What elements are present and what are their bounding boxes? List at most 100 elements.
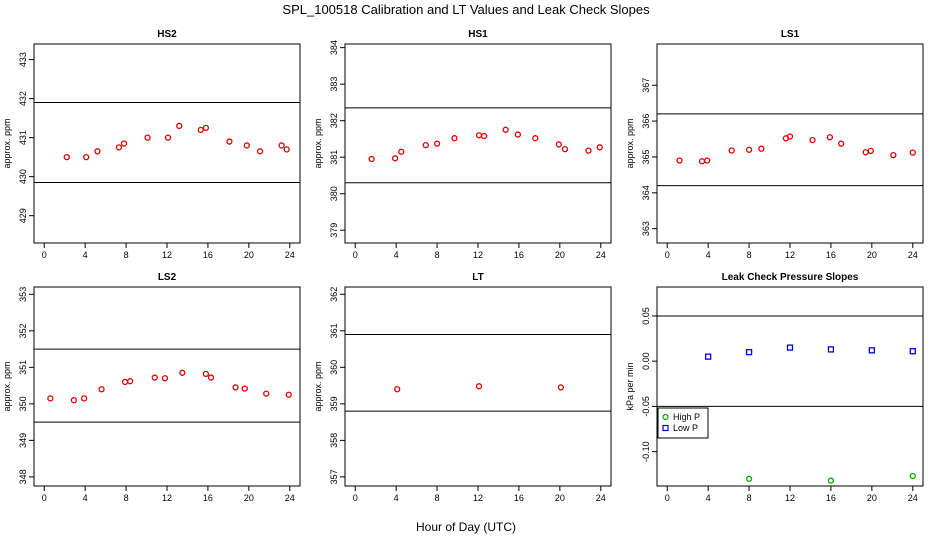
y-tick-label: 362 <box>329 287 339 302</box>
figure-title: SPL_100518 Calibration and LT Values and… <box>282 2 650 17</box>
x-tick-label: 12 <box>473 250 483 260</box>
y-tick-label: 433 <box>18 52 28 67</box>
data-point <box>256 148 264 155</box>
data-point <box>890 152 897 159</box>
data-point <box>514 131 522 138</box>
x-tick-label: 16 <box>826 493 836 503</box>
plot-frame <box>344 286 612 487</box>
x-tick-label: 24 <box>285 493 295 503</box>
y-axis-label: approx. ppm <box>313 361 323 411</box>
x-tick-label: 4 <box>83 493 88 503</box>
panel-lc: Leak Check Pressure Slopes 0 4 8 12 16 20 24 -0.… <box>625 272 924 503</box>
y-axis-label: approx. ppm <box>2 118 12 168</box>
data-point <box>47 395 54 402</box>
y-tick-label: 361 <box>329 323 339 338</box>
x-tick-label: 12 <box>162 250 172 260</box>
data-point <box>909 149 916 156</box>
data-point <box>176 122 183 130</box>
data-point <box>80 395 88 402</box>
data-point <box>475 383 483 390</box>
series-hs1 <box>368 126 603 163</box>
y-axis-label: approx. ppm <box>625 118 635 168</box>
data-point <box>786 133 794 140</box>
y-tick-label: 380 <box>329 186 339 201</box>
y-tick-label: 366 <box>641 114 651 129</box>
x-tick-label: 12 <box>162 493 172 503</box>
x-tick-label: 0 <box>353 493 358 503</box>
x-tick-label: 4 <box>83 250 88 260</box>
data-point <box>862 149 869 156</box>
y-tick-label: 352 <box>18 323 28 338</box>
y-tick-label: 351 <box>18 360 28 375</box>
data-point <box>826 134 834 141</box>
x-tick-label: 16 <box>826 250 836 260</box>
x-tick-label: 8 <box>435 250 440 260</box>
data-point <box>480 132 488 140</box>
plot-frame <box>33 43 301 244</box>
y-tick-label: 382 <box>329 113 339 128</box>
data-point <box>827 346 835 353</box>
data-point <box>207 374 215 381</box>
data-point <box>703 157 711 164</box>
y-tick-label: 364 <box>641 185 651 200</box>
data-point <box>263 390 270 397</box>
y-tick-label: 367 <box>641 78 651 93</box>
y-axis-label: kPa per min <box>625 362 635 410</box>
data-point <box>243 142 250 149</box>
y-tick-label: 357 <box>329 469 339 484</box>
data-point <box>502 126 509 133</box>
y-tick-label: 349 <box>18 433 28 448</box>
data-point <box>98 386 105 393</box>
series-hs2 <box>63 122 290 161</box>
data-point <box>394 386 401 393</box>
series-low-p <box>705 344 916 360</box>
x-tick-label: 20 <box>867 493 877 503</box>
data-point <box>585 147 592 154</box>
panel-hs1: HS1 0 4 8 12 16 20 24 379 380 381 382 383 384 approx. … <box>313 29 612 260</box>
y-tick-label: 430 <box>18 169 28 184</box>
x-tick-label: 24 <box>908 493 918 503</box>
x-tick-label: 8 <box>435 493 440 503</box>
x-tick-label: 8 <box>124 493 129 503</box>
data-point <box>232 384 239 391</box>
y-tick-label: 381 <box>329 150 339 165</box>
data-point <box>70 397 78 404</box>
data-point <box>391 155 399 162</box>
y-tick-label: -0.05 <box>641 396 651 417</box>
figure-x-axis-label: Hour of Day (UTC) <box>416 520 516 534</box>
data-point <box>555 141 562 148</box>
data-point <box>202 124 210 132</box>
panel-title: LS2 <box>158 272 177 283</box>
legend-label: Low P <box>673 423 698 433</box>
legend-marker <box>662 424 669 432</box>
x-tick-label: 24 <box>908 250 918 260</box>
data-point <box>120 140 128 147</box>
x-tick-label: 24 <box>596 250 606 260</box>
x-tick-label: 8 <box>747 493 752 503</box>
x-tick-label: 0 <box>353 250 358 260</box>
y-tick-label: 431 <box>18 130 28 145</box>
y-tick-label: 353 <box>18 287 28 302</box>
y-tick-label: 0.05 <box>641 307 651 325</box>
y-tick-label: 360 <box>329 360 339 375</box>
x-tick-label: 16 <box>203 250 213 260</box>
x-tick-label: 20 <box>555 493 565 503</box>
data-point <box>475 132 483 139</box>
panel-title: HS1 <box>468 29 488 40</box>
plot-frame <box>656 43 924 244</box>
legend-marker <box>662 413 669 421</box>
plot-frame <box>33 286 301 487</box>
data-point <box>909 472 916 480</box>
x-tick-label: 12 <box>785 250 795 260</box>
data-point <box>676 157 683 164</box>
x-tick-label: 0 <box>42 250 47 260</box>
y-tick-label: 363 <box>641 221 651 236</box>
data-point <box>422 141 429 149</box>
data-point <box>226 138 233 145</box>
series-ls2 <box>47 369 292 404</box>
data-point <box>241 385 248 392</box>
series-high-p <box>745 472 916 484</box>
y-tick-label: 384 <box>329 40 339 55</box>
data-point <box>745 475 753 482</box>
